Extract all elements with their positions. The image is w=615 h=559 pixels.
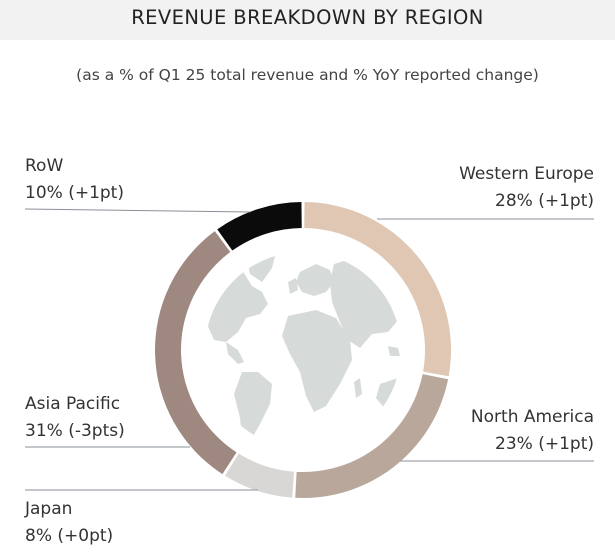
label-name: Asia Pacific <box>25 394 121 414</box>
donut-slice-north-america <box>295 374 449 498</box>
label-value: 23% (+1pt) <box>495 434 594 454</box>
donut-slice-japan <box>225 453 295 498</box>
label-value: 28% (+1pt) <box>495 191 594 211</box>
label-name: Western Europe <box>459 164 594 184</box>
label-name: North America <box>470 407 594 427</box>
label-value: 31% (-3pts) <box>25 421 125 441</box>
chart-title: REVENUE BREAKDOWN BY REGION <box>131 6 484 29</box>
chart-subtitle: (as a % of Q1 25 total revenue and % YoY… <box>76 66 539 84</box>
label-western-europe: Western Europe 28% (+1pt) <box>459 161 594 215</box>
donut-slice-asia-pacific <box>155 231 237 475</box>
label-asia-pacific: Asia Pacific 31% (-3pts) <box>25 391 125 445</box>
label-name: Japan <box>25 499 73 519</box>
label-japan: Japan 8% (+0pt) <box>25 496 113 550</box>
leader-line-row <box>24 208 251 213</box>
label-name: RoW <box>25 156 64 176</box>
world-map-icon <box>205 252 401 448</box>
donut-slice-western-europe <box>304 202 451 377</box>
donut-slice-row <box>217 202 302 251</box>
title-bar <box>0 0 615 40</box>
label-value: 10% (+1pt) <box>25 183 124 203</box>
label-value: 8% (+0pt) <box>25 526 114 546</box>
label-row: RoW 10% (+1pt) <box>25 153 124 207</box>
label-north-america: North America 23% (+1pt) <box>471 404 594 458</box>
